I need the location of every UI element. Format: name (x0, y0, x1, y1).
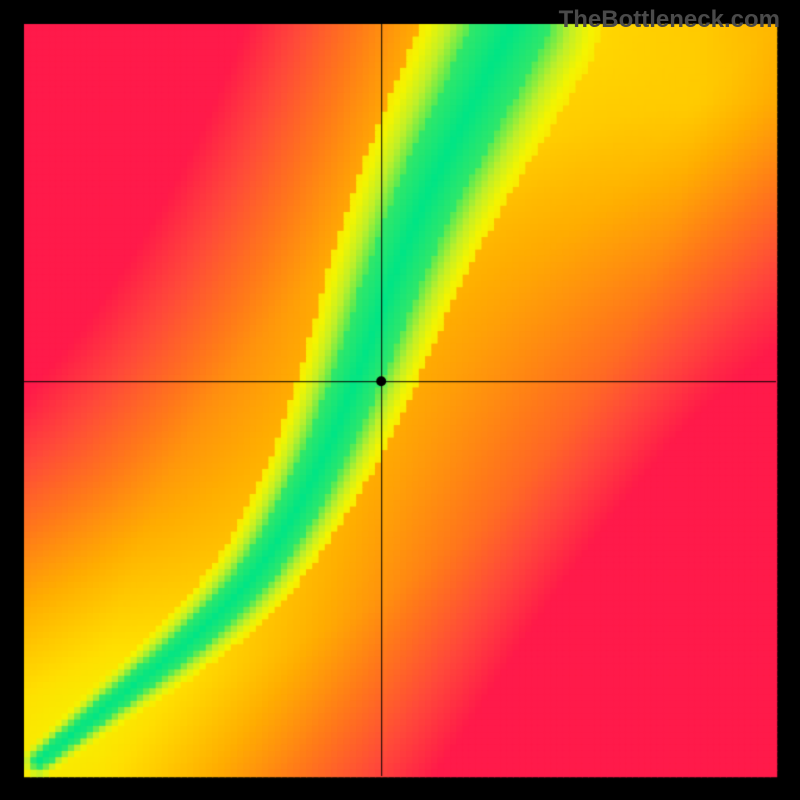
watermark-text: TheBottleneck.com (559, 6, 780, 34)
bottleneck-heatmap (0, 0, 800, 800)
